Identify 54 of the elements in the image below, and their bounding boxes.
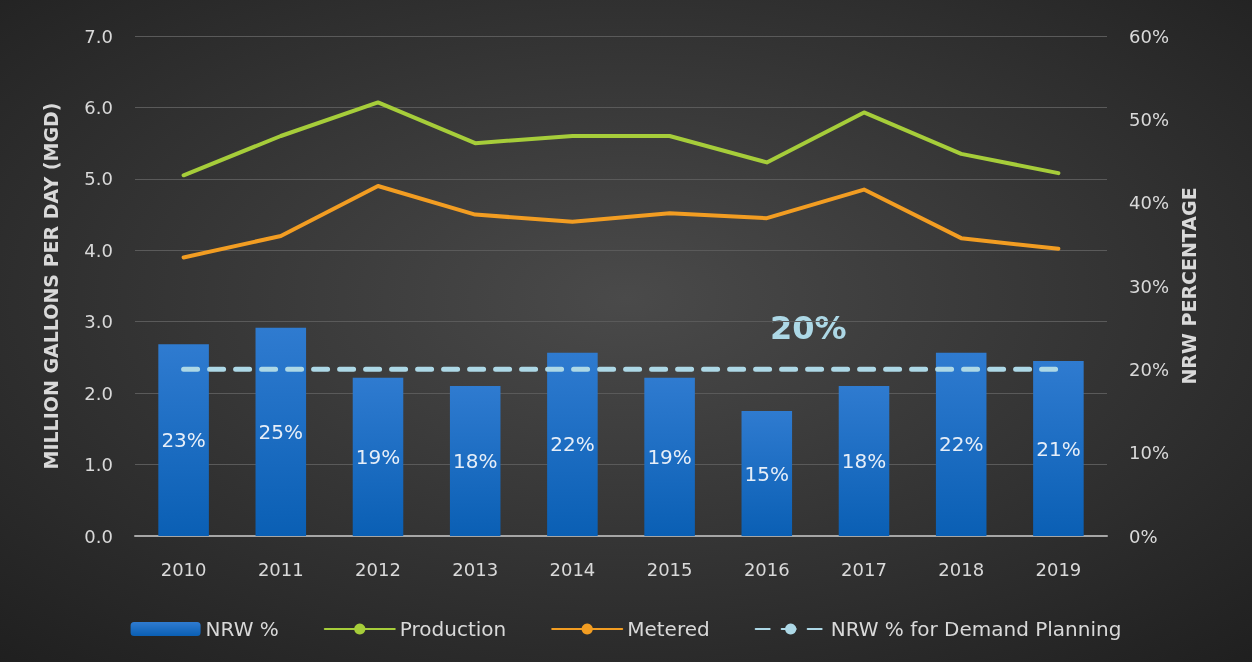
annotation: 20% <box>770 309 847 347</box>
x-tick-label: 2011 <box>257 558 304 580</box>
bar <box>449 386 501 536</box>
x-tick-label: 2010 <box>160 558 207 580</box>
x-tick-label: 2019 <box>1035 558 1082 580</box>
data-label: 21% <box>1036 436 1081 461</box>
legend-label: Metered <box>627 617 710 641</box>
bar <box>935 352 987 536</box>
data-label: 19% <box>647 444 692 469</box>
line-series <box>181 184 1061 260</box>
x-tick-label: 2014 <box>549 558 596 580</box>
y2-tick-label: 30% <box>1129 275 1170 297</box>
bar <box>838 386 890 536</box>
bar <box>547 352 598 536</box>
x-tick-label: 2016 <box>743 558 790 580</box>
y2-tick-label: 60% <box>1129 25 1170 47</box>
y-axis-title: MILLION GALLONS PER DAY (MGD) <box>39 102 62 470</box>
bar <box>158 344 209 536</box>
x-tick-label: 2017 <box>841 558 887 580</box>
bar <box>255 327 307 536</box>
data-label: 18% <box>452 449 498 473</box>
y-tick-label: 2.0 <box>84 382 113 404</box>
data-label: 19% <box>355 444 401 469</box>
y-tick-label: 1.0 <box>84 454 113 476</box>
y-tick-label: 0.0 <box>84 525 113 547</box>
y2-tick-label: 10% <box>1129 442 1170 464</box>
y-tick-label: 5.0 <box>84 168 113 190</box>
y2-tick-label: 0% <box>1129 525 1158 547</box>
y2-tick-label: 50% <box>1129 108 1170 130</box>
y-tick-label: 6.0 <box>84 96 113 118</box>
legend-label: NRW % for Demand Planning <box>830 617 1122 641</box>
x-tick-label: 2018 <box>938 558 985 580</box>
y-tick-label: 7.0 <box>84 25 113 47</box>
line-series <box>181 100 1061 178</box>
legend-label: NRW % <box>205 617 279 641</box>
x-tick-label: 2012 <box>355 558 401 580</box>
data-label: 23% <box>161 428 206 453</box>
data-label: 22% <box>550 432 595 457</box>
y2-tick-label: 40% <box>1129 192 1170 214</box>
legend-label: Production <box>399 617 507 641</box>
y-tick-label: 4.0 <box>84 239 113 261</box>
data-label: 15% <box>744 461 790 486</box>
bar <box>741 411 793 536</box>
x-tick-label: 2013 <box>452 558 499 580</box>
bar <box>644 377 695 536</box>
bar <box>352 377 404 536</box>
data-label: 25% <box>258 419 304 444</box>
data-label: 18% <box>841 449 887 473</box>
y-tick-label: 3.0 <box>84 311 113 333</box>
x-tick-label: 2015 <box>646 558 693 580</box>
data-label: 22% <box>938 432 984 457</box>
y2-axis-title: NRW PERCENTAGE <box>1178 187 1201 385</box>
y2-tick-label: 20% <box>1129 358 1170 380</box>
bar <box>1033 361 1084 536</box>
